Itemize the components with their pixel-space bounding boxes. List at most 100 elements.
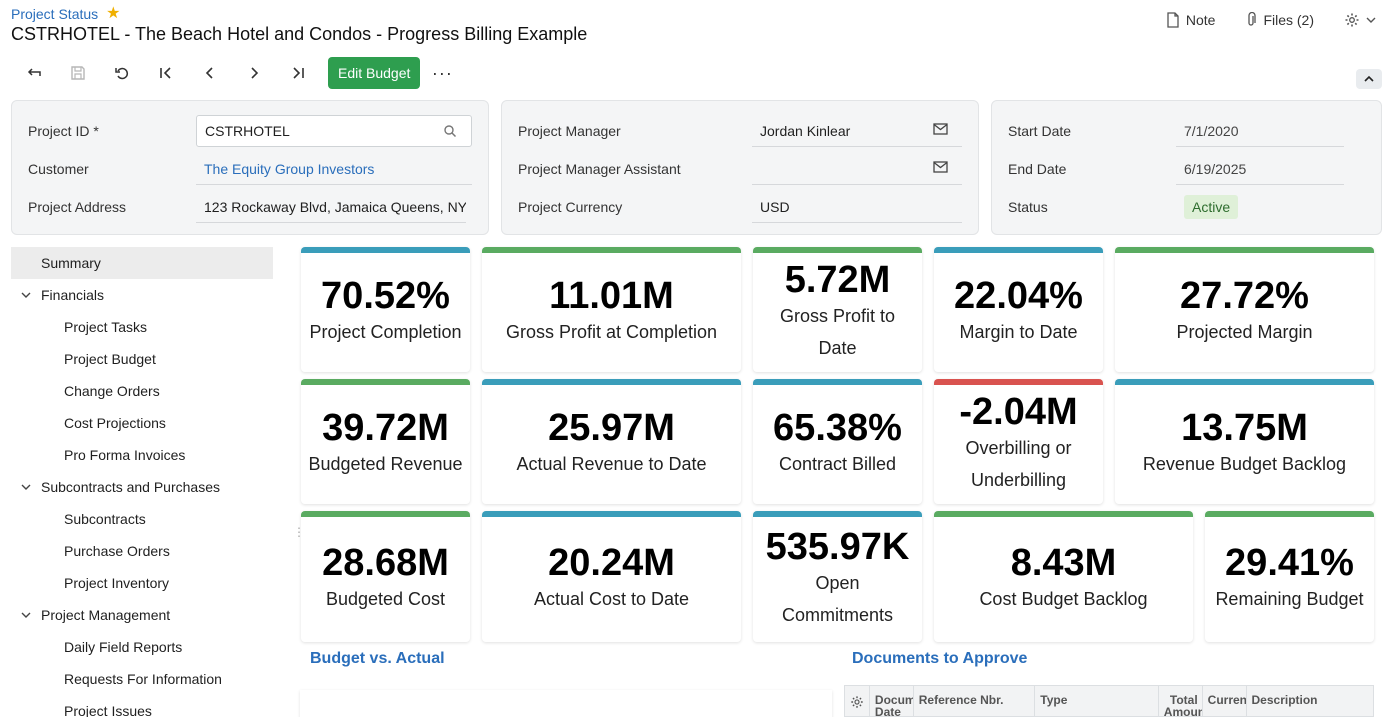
kpi-caption: Gross Profit at Completion <box>505 321 718 342</box>
grid-settings-button[interactable] <box>845 686 869 716</box>
nav-change-orders[interactable]: Change Orders <box>64 383 160 399</box>
mail-icon[interactable] <box>933 161 948 173</box>
status-badge: Active <box>1184 195 1239 219</box>
kpi-color-bar <box>1115 379 1374 385</box>
end-date-label: End Date <box>1008 161 1067 177</box>
undo-button[interactable] <box>100 57 144 89</box>
nav-project-budget[interactable]: Project Budget <box>64 351 156 367</box>
sidebar-nav: Summary Financials Project Tasks Project… <box>11 247 273 717</box>
kpi-actual-revenue-to-date[interactable]: 25.97M Actual Revenue to Date <box>482 379 741 504</box>
kpi-value: 13.75M <box>1181 406 1308 449</box>
first-icon <box>160 67 171 79</box>
kpi-value: 65.38% <box>773 406 902 449</box>
kpi-contract-billed[interactable]: 65.38% Contract Billed <box>753 379 922 504</box>
back-arrow-icon <box>27 68 41 76</box>
nav-cost-projections[interactable]: Cost Projections <box>64 415 166 431</box>
start-date-field[interactable]: 7/1/2020 <box>1176 115 1344 147</box>
nav-pro-forma-invoices[interactable]: Pro Forma Invoices <box>64 447 186 463</box>
gear-icon <box>851 696 863 708</box>
end-date-field[interactable]: 6/19/2025 <box>1176 153 1344 185</box>
kpi-actual-cost-to-date[interactable]: 20.24M Actual Cost to Date <box>482 511 741 642</box>
kpi-gross-profit-to-date[interactable]: 5.72M Gross Profit to Date <box>753 247 922 372</box>
kpi-value: 29.41% <box>1225 541 1354 584</box>
kpi-projected-margin[interactable]: 27.72% Projected Margin <box>1115 247 1374 372</box>
nav-project-tasks[interactable]: Project Tasks <box>64 319 147 335</box>
more-actions-button[interactable]: ··· <box>431 62 453 83</box>
kpi-value: -2.04M <box>959 390 1078 433</box>
chevron-down-icon <box>21 483 41 491</box>
save-button[interactable] <box>56 57 100 89</box>
last-record-button[interactable] <box>276 57 320 89</box>
kpi-color-bar <box>934 511 1193 517</box>
kpi-margin-to-date[interactable]: 22.04% Margin to Date <box>934 247 1103 372</box>
col-type[interactable]: Type <box>1034 686 1158 716</box>
star-icon[interactable]: ★ <box>106 5 121 22</box>
breadcrumb: Project Status ★ <box>11 5 121 23</box>
nav-group-label: Project Management <box>41 607 171 623</box>
nav-project-inventory[interactable]: Project Inventory <box>64 575 170 591</box>
chevron-down-icon <box>21 611 41 619</box>
kpi-caption: Open Commitments <box>781 572 893 625</box>
kpi-caption: Budgeted Cost <box>325 588 446 609</box>
kpi-caption: Contract Billed <box>778 453 897 474</box>
start-date-label: Start Date <box>1008 123 1072 139</box>
search-icon[interactable] <box>443 124 457 138</box>
kpi-overbilling-underbilling[interactable]: -2.04M Overbilling or Underbilling <box>934 379 1103 504</box>
nav-subcontracts[interactable]: Subcontracts <box>64 511 146 527</box>
nav-daily-field-reports[interactable]: Daily Field Reports <box>64 639 183 655</box>
mail-icon[interactable] <box>933 123 948 135</box>
breadcrumb-label[interactable]: Project Status <box>11 6 99 22</box>
kpi-value: 27.72% <box>1180 274 1309 317</box>
customer-link[interactable]: The Equity Group Investors <box>196 153 472 185</box>
kpi-value: 22.04% <box>954 274 1083 317</box>
first-record-button[interactable] <box>144 57 188 89</box>
pma-field[interactable] <box>752 153 962 185</box>
nav-group-financials[interactable]: Financials <box>11 279 273 311</box>
nav-summary[interactable]: Summary <box>11 247 273 279</box>
kpi-gross-profit-at-completion[interactable]: 11.01M Gross Profit at Completion <box>482 247 741 372</box>
kpi-budgeted-cost[interactable]: 28.68M Budgeted Cost <box>301 511 470 642</box>
kpi-remaining-budget[interactable]: 29.41% Remaining Budget <box>1205 511 1374 642</box>
kpi-caption: Actual Cost to Date <box>533 588 690 609</box>
nav-group-subcontracts-purchases[interactable]: Subcontracts and Purchases <box>11 471 273 503</box>
nav-purchase-orders[interactable]: Purchase Orders <box>64 543 170 559</box>
currency-field[interactable]: USD <box>752 191 962 223</box>
files-button[interactable]: Files (2) <box>1245 12 1314 28</box>
col-total-amount[interactable]: Total Amount <box>1157 686 1202 716</box>
kpi-caption: Revenue Budget Backlog <box>1142 453 1347 474</box>
previous-record-button[interactable] <box>188 57 232 89</box>
last-icon <box>293 67 304 79</box>
chevron-left-icon <box>205 67 213 79</box>
kpi-project-completion[interactable]: 70.52% Project Completion <box>301 247 470 372</box>
paperclip-icon <box>1248 12 1257 26</box>
kpi-revenue-budget-backlog[interactable]: 13.75M Revenue Budget Backlog <box>1115 379 1374 504</box>
project-id-input[interactable]: CSTRHOTEL <box>196 115 472 147</box>
end-date-row: End Date 6/19/2025 <box>1008 150 1365 188</box>
address-field[interactable]: 123 Rockaway Blvd, Jamaica Queens, NY <box>196 191 466 223</box>
pm-field[interactable]: Jordan Kinlear <box>752 115 962 147</box>
chevron-right-icon <box>251 67 259 79</box>
back-button[interactable] <box>12 57 56 89</box>
kpi-open-commitments[interactable]: 535.97K Open Commitments <box>753 511 922 642</box>
col-currency[interactable]: Currency <box>1201 686 1246 716</box>
kpi-cost-budget-backlog[interactable]: 8.43M Cost Budget Backlog <box>934 511 1193 642</box>
collapse-header-button[interactable] <box>1356 69 1382 89</box>
currency-label: Project Currency <box>518 199 623 215</box>
edit-budget-button[interactable]: Edit Budget <box>328 57 421 89</box>
start-date-row: Start Date 7/1/2020 <box>1008 112 1365 150</box>
note-button[interactable]: Note <box>1166 12 1215 28</box>
settings-button[interactable] <box>1344 12 1376 28</box>
kpi-value: 39.72M <box>322 406 449 449</box>
col-document-date[interactable]: Document Date <box>868 686 913 716</box>
col-description[interactable]: Description <box>1245 686 1374 716</box>
nav-group-project-management[interactable]: Project Management <box>11 599 273 631</box>
col-reference-nbr[interactable]: Reference Nbr. <box>912 686 1035 716</box>
kpi-budgeted-revenue[interactable]: 39.72M Budgeted Revenue <box>301 379 470 504</box>
kpi-color-bar <box>753 379 922 385</box>
kpi-value: 28.68M <box>322 541 449 584</box>
nav-project-issues[interactable]: Project Issues <box>64 703 152 717</box>
save-icon <box>71 66 85 80</box>
next-record-button[interactable] <box>232 57 276 89</box>
nav-requests-for-information[interactable]: Requests For Information <box>64 671 222 687</box>
note-icon <box>1167 12 1179 28</box>
